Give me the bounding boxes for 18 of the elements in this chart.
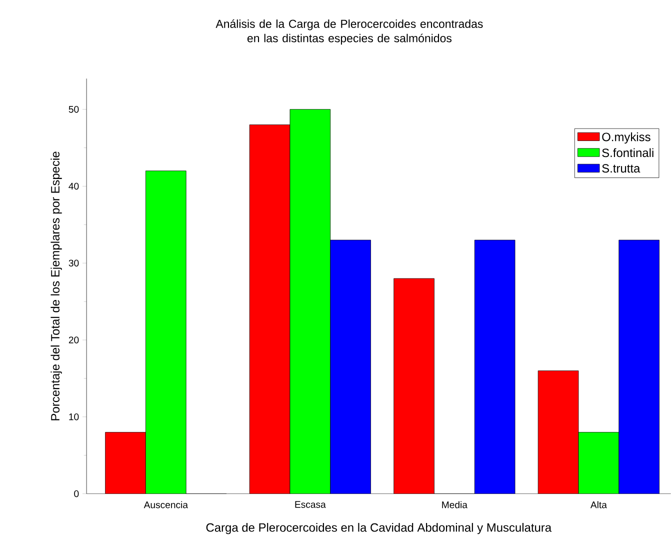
y-tick-label: 10 [69, 414, 79, 420]
legend-label: S.fontinali [602, 148, 654, 158]
chart-title: Análisis de la Carga de Plerocercoides encontradas en las distintas especies de salmónidos [216, 19, 483, 45]
x-tick-label: Alta [590, 501, 607, 508]
bar [474, 240, 516, 494]
x-tick-label: Escasa [295, 501, 326, 508]
y-tick-label: 0 [74, 490, 79, 498]
legend-label: S.trutta [602, 164, 640, 173]
x-tick-label: Media [442, 501, 468, 508]
bar [394, 278, 434, 494]
y-tick-label: 40 [68, 182, 79, 190]
y-tick-label: 20 [68, 336, 79, 344]
y-axis-title: Porcentaje del Total de los Ejemplares por Especie [50, 152, 62, 420]
y-tick-label: 30 [68, 260, 79, 267]
x-tick-label: Auscencia [144, 501, 188, 508]
x-axis-title: Carga de Plerocercoides en la Cavidad Abdominal y Musculatura [206, 523, 552, 534]
y-tick-label: 50 [68, 106, 79, 113]
legend-label: O.mykiss [602, 132, 650, 144]
